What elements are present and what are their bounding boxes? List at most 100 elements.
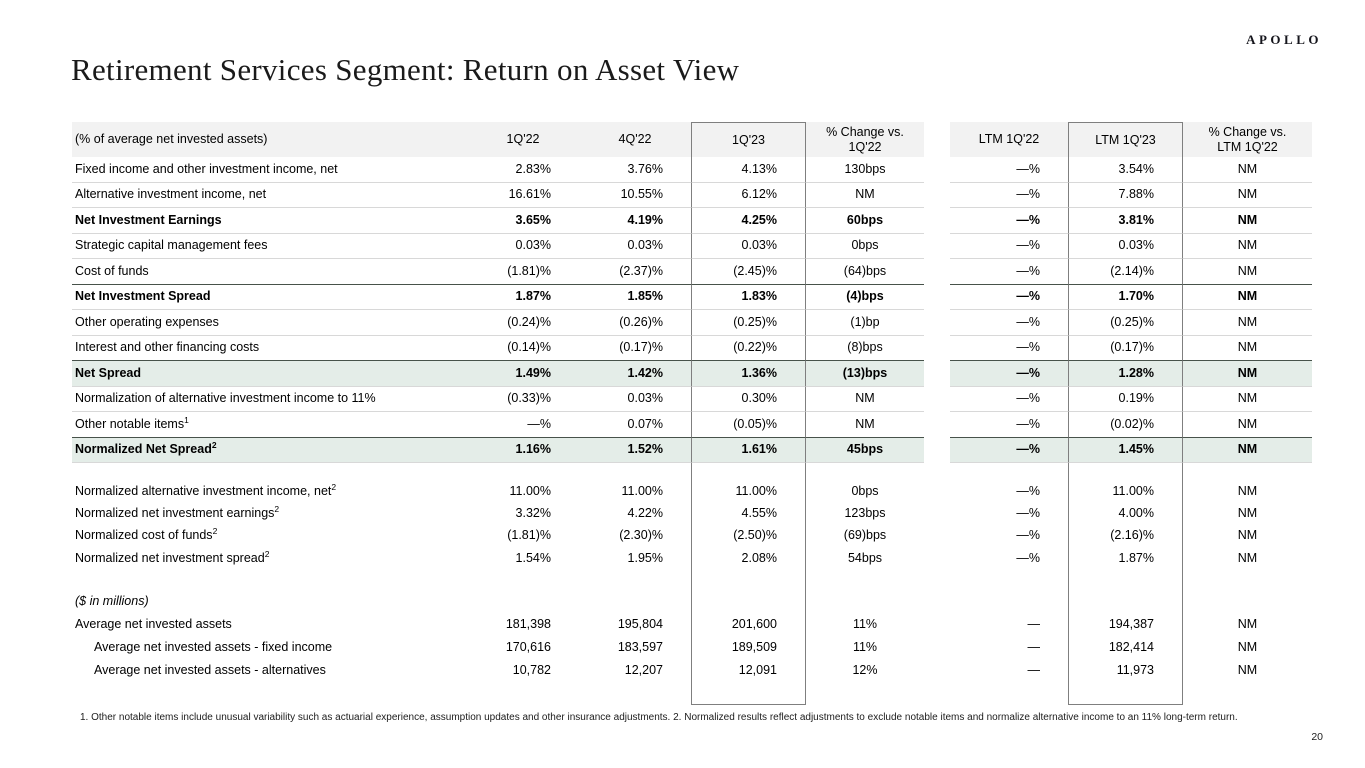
cell-value: —: [1027, 639, 1041, 654]
table-row: Normalized net investment earnings2 3.32%…: [72, 502, 1312, 525]
cell-value: (0.17)%: [579, 334, 691, 361]
header-ltm-1q22: LTM 1Q'22: [950, 122, 1068, 157]
cell-value: —%: [1016, 483, 1040, 498]
cell-value: 2.83%: [515, 161, 551, 176]
cell-value: [579, 590, 691, 613]
cell-value: [691, 681, 806, 705]
cell-value: 3.32%: [515, 506, 551, 521]
row-label: Average net invested assets: [75, 616, 232, 631]
row-label: [72, 682, 467, 705]
row-label: Normalized Net Spread2: [72, 436, 467, 462]
cell-value: 12,091: [691, 658, 806, 682]
cell-value: [467, 682, 579, 705]
cell-value: 189,509: [691, 635, 806, 659]
cell-value: (69)bps: [843, 528, 887, 543]
cell-value: 3.65%: [467, 207, 579, 233]
cell-value: 1.70%: [1068, 283, 1183, 309]
cell-value: 1.16%: [467, 436, 579, 462]
table-row: Other notable items1 —% 0.07% (0.05)% NM —% (0…: [72, 411, 1312, 437]
gutter-cell: [924, 258, 950, 284]
cell-value: —%: [950, 360, 1068, 386]
cell-value: 1.61%: [691, 436, 806, 462]
gutter-cell: [924, 525, 950, 547]
table-spacer-row: [72, 681, 1312, 705]
cell-value: NM: [1237, 616, 1258, 631]
cell-value: 1.36%: [691, 360, 806, 386]
table-row: Cost of funds (1.81)% (2.37)% (2.45)% (64)bp…: [72, 258, 1312, 284]
cell-value: [806, 462, 924, 480]
gutter-cell: [924, 547, 950, 569]
cell-value: [691, 569, 806, 590]
cell-value: 1.42%: [579, 360, 691, 386]
cell-value: NM: [1183, 309, 1312, 335]
row-label: [72, 462, 467, 480]
table-row: Normalized net investment spread2 1.54% 1.…: [72, 547, 1312, 570]
cell-value: —: [1027, 616, 1041, 631]
header-label-column: (% of average net invested assets): [72, 122, 467, 157]
cell-value: NM: [1183, 283, 1312, 310]
table-row: Normalized alternative investment income…: [72, 480, 1312, 503]
gutter-cell: [924, 284, 950, 310]
gutter-cell: [924, 636, 950, 659]
row-label: Interest and other financing costs: [72, 334, 467, 361]
cell-value: 170,616: [505, 639, 551, 654]
gutter-cell: [924, 360, 950, 386]
header-change-vs-1q22: % Change vs. 1Q'22: [806, 122, 924, 157]
row-label: Normalized net investment earnings2: [75, 503, 280, 521]
cell-value: 1.52%: [579, 436, 691, 462]
cell-value: —%: [950, 181, 1068, 208]
table-row: Normalization of alternative investment …: [72, 385, 1312, 411]
cell-value: 130bps: [844, 161, 886, 176]
cell-value: 6.12%: [691, 181, 806, 207]
cell-value: (4)bps: [806, 283, 924, 310]
cell-value: 1.45%: [1068, 436, 1183, 462]
row-label: Normalized cost of funds2: [75, 526, 218, 543]
cell-value: [1068, 569, 1183, 590]
cell-value: 1.49%: [467, 360, 579, 386]
table-row: Normalized cost of funds2 (1.81)% (2.30)% (…: [72, 524, 1312, 548]
cell-value: (64)bps: [806, 258, 924, 284]
table-row: Fixed income and other investment income…: [72, 157, 1312, 182]
cell-value: (0.26)%: [579, 309, 691, 335]
cell-value: —%: [950, 411, 1068, 437]
cell-value: NM: [1183, 207, 1312, 233]
cell-value: (0.05)%: [691, 411, 806, 437]
table-body: Fixed income and other investment income…: [72, 157, 1312, 705]
cell-value: 201,600: [691, 612, 806, 636]
cell-value: [467, 570, 579, 590]
cell-value: 11.00%: [691, 480, 806, 503]
cell-value: (2.45)%: [691, 258, 806, 284]
apollo-logo: APOLLO: [1246, 32, 1322, 47]
cell-value: 195,804: [617, 616, 663, 631]
cell-value: (1)bp: [806, 309, 924, 335]
return-on-asset-table: (% of average net invested assets) 1Q'22…: [72, 122, 1312, 705]
cell-value: [467, 462, 579, 480]
cell-value: (2.16)%: [1068, 524, 1183, 548]
table-row: Other operating expenses (0.24)% (0.26)% (0…: [72, 309, 1312, 335]
cell-value: 1.28%: [1068, 360, 1183, 386]
table-row: Normalized Net Spread2 1.16% 1.52% 1.61% 45b…: [72, 436, 1312, 462]
cell-value: 0.03%: [1068, 232, 1183, 258]
gutter-cell: [924, 480, 950, 502]
cell-value: 11.00%: [1068, 480, 1183, 503]
cell-value: [806, 590, 924, 613]
cell-value: [806, 682, 924, 705]
cell-value: —: [1027, 662, 1041, 677]
cell-value: [806, 570, 924, 590]
cell-value: NM: [1183, 334, 1312, 361]
cell-value: —%: [950, 207, 1068, 233]
cell-value: [691, 589, 806, 613]
cell-value: 182,414: [1068, 635, 1183, 659]
cell-value: 11%: [852, 616, 878, 631]
row-label: Net Investment Earnings: [72, 207, 467, 233]
header-1q22: 1Q'22: [467, 122, 579, 157]
cell-value: 183,597: [617, 639, 663, 654]
cell-value: (13)bps: [806, 360, 924, 386]
cell-value: 0bps: [851, 483, 879, 498]
row-label: [72, 570, 467, 590]
cell-value: NM: [1183, 360, 1312, 386]
cell-value: —%: [1016, 161, 1040, 176]
cell-value: 10.55%: [579, 181, 691, 208]
cell-value: 1.85%: [579, 283, 691, 310]
cell-value: (2.37)%: [579, 258, 691, 284]
